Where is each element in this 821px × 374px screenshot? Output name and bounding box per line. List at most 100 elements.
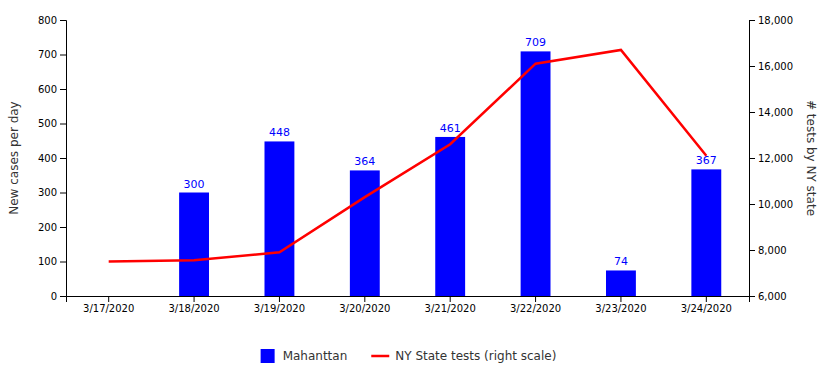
tick: 400: [38, 153, 66, 164]
tick-mark: [60, 55, 66, 56]
data-label: 448: [269, 126, 290, 139]
tick-label: 600: [38, 84, 57, 95]
bar: [179, 193, 209, 297]
tick-label: 3/18/2020: [168, 303, 219, 314]
tick-label: 8,000: [758, 245, 787, 256]
tick-label: 3/21/2020: [425, 303, 476, 314]
bar: [435, 137, 465, 296]
tick: 12,000: [749, 153, 793, 164]
tick-label: 3/24/2020: [681, 303, 732, 314]
tick: 18,000: [749, 15, 793, 26]
tick-label: 3/20/2020: [339, 303, 390, 314]
tick-mark: [749, 250, 755, 251]
tick-mark: [535, 296, 536, 302]
tick: 0: [51, 291, 66, 302]
tick-mark: [749, 158, 755, 159]
legend-label: Mahanttan: [283, 349, 348, 363]
tick: 500: [38, 118, 66, 129]
axis-line: [750, 21, 756, 297]
data-label: 74: [614, 255, 628, 268]
tick: 700: [38, 49, 66, 60]
tick: 100: [38, 256, 66, 267]
x-axis: 3/17/2020 3/18/2020 3/19/2020 3/20/2020 3/21…: [67, 296, 750, 314]
data-labels: 300 448 364 461 709 74 367: [184, 36, 717, 268]
y2-axis-title: # tests by NY state: [804, 100, 818, 216]
tick-label: 300: [38, 187, 57, 198]
bar-series: [179, 51, 721, 296]
tick-mark: [60, 124, 66, 125]
marks: [109, 50, 722, 296]
tick: 3/23/2020: [595, 296, 646, 314]
line: [109, 50, 707, 262]
axis-line: [67, 297, 750, 303]
y-axis-title: New cases per day: [7, 101, 21, 214]
tick: 8,000: [749, 245, 787, 256]
tick-label: 18,000: [758, 15, 793, 26]
tick-mark: [194, 296, 195, 302]
axis-line: [60, 21, 67, 297]
tick-mark: [620, 296, 621, 302]
chart: 3/17/2020 3/18/2020 3/19/2020 3/20/2020 3/21…: [0, 0, 821, 374]
tick: 10,000: [749, 199, 793, 210]
tick-mark: [749, 112, 755, 113]
tick-label: 0: [51, 291, 57, 302]
tick-mark: [60, 296, 66, 297]
y2-axis: 6,000 8,000 10,000 12,000 14,000 16,000 18,000: [749, 15, 793, 302]
tick: 3/17/2020: [83, 296, 134, 314]
legend-label: NY State tests (right scale): [395, 349, 556, 363]
tick-mark: [749, 66, 755, 67]
legend-item: NY State tests (right scale): [371, 349, 556, 363]
tick: 800: [38, 15, 66, 26]
tick-label: 100: [38, 256, 57, 267]
tick-label: 700: [38, 49, 57, 60]
legend-item: Mahanttan: [261, 349, 348, 363]
tick-mark: [60, 158, 66, 159]
tick: 3/19/2020: [254, 296, 305, 314]
legend-swatch: [261, 349, 275, 363]
data-label: 367: [696, 154, 717, 167]
tick: 200: [38, 222, 66, 233]
tick: 6,000: [749, 291, 787, 302]
tick-label: 16,000: [758, 61, 793, 72]
bar: [606, 270, 636, 296]
tick-mark: [279, 296, 280, 302]
tick-label: 6,000: [758, 291, 787, 302]
tick-mark: [60, 89, 66, 90]
tick: 3/22/2020: [510, 296, 561, 314]
y-axis: 0 100 200 300 400 500 600 700 800: [38, 15, 67, 302]
tick-mark: [749, 20, 755, 21]
tick-mark: [450, 296, 451, 302]
tick: 3/21/2020: [425, 296, 476, 314]
tick-label: 3/22/2020: [510, 303, 561, 314]
tick-label: 12,000: [758, 153, 793, 164]
tick: 3/20/2020: [339, 296, 390, 314]
tick-label: 10,000: [758, 199, 793, 210]
data-label: 300: [184, 178, 205, 191]
tick-mark: [364, 296, 365, 302]
tick-mark: [706, 296, 707, 302]
data-label: 461: [440, 122, 461, 135]
tick-mark: [60, 227, 66, 228]
tick: 600: [38, 84, 66, 95]
tick-label: 3/19/2020: [254, 303, 305, 314]
tick-mark: [60, 262, 66, 263]
tick: 16,000: [749, 61, 793, 72]
tick-label: 14,000: [758, 107, 793, 118]
tick-label: 500: [38, 118, 57, 129]
data-label: 709: [525, 36, 546, 49]
tick-label: 3/17/2020: [83, 303, 134, 314]
tick-mark: [108, 296, 109, 302]
tick: 3/24/2020: [681, 296, 732, 314]
tick: 14,000: [749, 107, 793, 118]
tick: 300: [38, 187, 66, 198]
tick-mark: [60, 193, 66, 194]
tick-mark: [749, 296, 755, 297]
data-label: 364: [354, 155, 375, 168]
tick: 3/18/2020: [168, 296, 219, 314]
bar: [264, 141, 294, 296]
legend-swatch: [371, 355, 389, 358]
tick-label: 3/23/2020: [595, 303, 646, 314]
tick-mark: [749, 204, 755, 205]
tick-mark: [60, 20, 66, 21]
bar: [691, 169, 721, 296]
